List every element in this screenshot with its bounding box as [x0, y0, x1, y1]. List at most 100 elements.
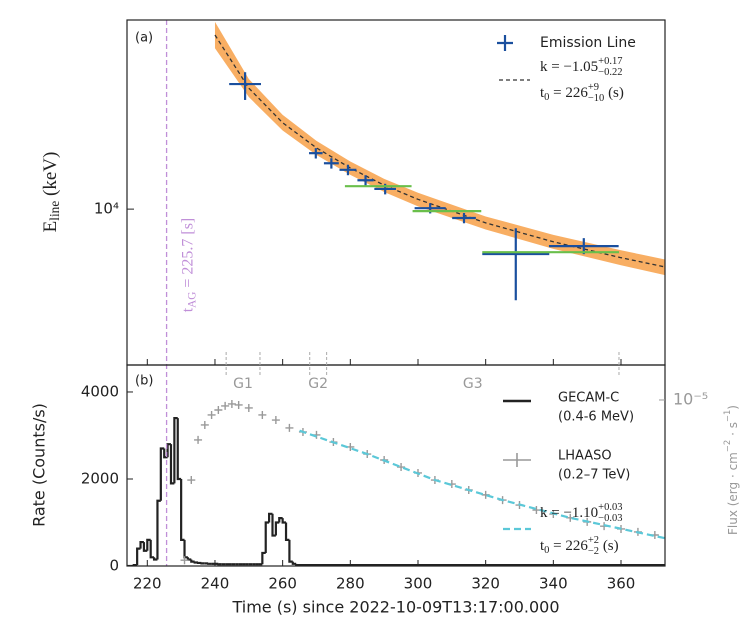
data-point — [227, 399, 236, 408]
panel-label: (b) — [135, 374, 153, 389]
y-tick-label: 4000 — [81, 382, 119, 400]
histogram-step — [173, 416, 178, 484]
data-point — [207, 410, 216, 419]
text-part: t — [179, 307, 196, 312]
legend-label: t0 = 226+2 −2 (s) — [540, 535, 619, 557]
text-part: = 226 — [549, 538, 588, 554]
histogram-step — [169, 444, 175, 485]
text-part: k = −1.10 — [540, 505, 598, 521]
bottom-frame — [126, 364, 666, 567]
histogram-step — [264, 521, 270, 553]
subscript: −0.22 — [598, 67, 622, 78]
panel-label: (a) — [135, 31, 153, 46]
data-point — [221, 401, 230, 410]
data-point — [187, 476, 196, 485]
legend-marker — [497, 35, 513, 51]
superscript: +2 — [588, 535, 599, 546]
histogram-step — [136, 547, 141, 566]
x-tick-label: 240 — [201, 575, 230, 593]
data-point — [180, 556, 189, 565]
superscript: +0.17 — [598, 56, 622, 67]
histogram-step — [166, 443, 171, 458]
x-tick-label: 260 — [268, 575, 297, 593]
group-label: G1 — [233, 376, 253, 392]
histogram-step — [186, 557, 192, 561]
data-point — [194, 435, 203, 444]
legend-marker — [503, 453, 531, 467]
text-part: t — [540, 85, 545, 101]
subscript: −10 — [588, 93, 604, 104]
data-point — [234, 400, 243, 409]
y2-tick-label: 10⁻⁵ — [673, 389, 708, 408]
legend-label: GECAM-C — [558, 391, 619, 406]
histogram-step — [274, 521, 280, 536]
data-point — [285, 423, 294, 432]
histogram-step — [163, 448, 168, 459]
subscript: −0.03 — [598, 513, 622, 524]
text-part: ) — [726, 405, 740, 410]
histogram-step — [268, 512, 273, 523]
superscript: +0.03 — [598, 502, 622, 513]
bottom-plot-area — [127, 399, 665, 566]
legend-label: k = −1.05+0.17 −0.22 — [540, 56, 622, 78]
y2-axis-label: Flux (erg · cm−2 · s−1) — [722, 405, 740, 535]
x-tick-label: 340 — [539, 575, 568, 593]
text-part: = 225.7 [s] — [179, 218, 196, 292]
text-part: (keV) — [40, 152, 61, 201]
subscript: 0 — [544, 92, 549, 103]
subscript: −2 — [588, 546, 599, 557]
histogram-step — [180, 478, 185, 541]
legend-label: LHAASO — [558, 449, 612, 464]
histogram-step — [139, 540, 144, 549]
histogram-step — [193, 561, 199, 564]
annotation: tAG = 225.7 [s] — [179, 218, 198, 313]
x-tick-label: 300 — [404, 575, 433, 593]
legend-label: t0 = 226+9 −10 (s) — [540, 82, 624, 104]
subscript: AG — [186, 292, 198, 308]
data-point — [258, 410, 267, 419]
x-tick-label: 280 — [336, 575, 365, 593]
y-axis-label: Eline (keV) — [40, 152, 62, 233]
legend-label: (0.2–7 TeV) — [558, 468, 630, 483]
text-part: (s) — [604, 85, 624, 101]
histogram-step — [284, 522, 290, 541]
x-axis-label: Time (s) since 2022-10-09T13:17:00.000 — [231, 598, 559, 617]
x-tick-label: 220 — [133, 575, 162, 593]
text-part: (s) — [599, 538, 619, 554]
legend-label: Emission Line — [540, 35, 636, 51]
top-plot-area — [214, 21, 665, 301]
histogram-step — [271, 513, 276, 537]
text-part: E — [40, 221, 61, 233]
y-tick-label: 0 — [109, 557, 119, 575]
group-label: G2 — [308, 376, 328, 392]
y-tick-label: 2000 — [81, 469, 119, 487]
overlay: tAG = 225.7 [s] — [165, 20, 198, 566]
data-point — [200, 420, 209, 429]
superscript: −1 — [722, 410, 732, 422]
histogram-step — [261, 551, 266, 565]
y-axis-label: Rate (Counts/s) — [30, 403, 49, 527]
text-part: · s — [726, 422, 740, 440]
data-point — [244, 403, 253, 412]
histogram-step — [142, 542, 148, 552]
legend-label: (0.4-6 MeV) — [558, 410, 634, 425]
x-tick-label: 320 — [471, 575, 500, 593]
data-point — [271, 416, 280, 425]
y-tick-label: 10⁴ — [94, 200, 119, 218]
superscript: −2 — [722, 440, 732, 452]
group-label: G3 — [463, 376, 483, 392]
fit-line — [299, 429, 665, 540]
histogram-step — [149, 539, 155, 559]
text-part: k = −1.05 — [540, 59, 598, 75]
x-tick-label: 360 — [607, 575, 636, 593]
histogram-step — [159, 447, 165, 501]
histogram-step — [146, 538, 151, 551]
histogram-step — [291, 561, 297, 565]
histogram-step — [278, 517, 283, 523]
histogram-step — [176, 418, 182, 481]
histogram-step — [190, 559, 195, 563]
subscript: line — [47, 201, 62, 221]
